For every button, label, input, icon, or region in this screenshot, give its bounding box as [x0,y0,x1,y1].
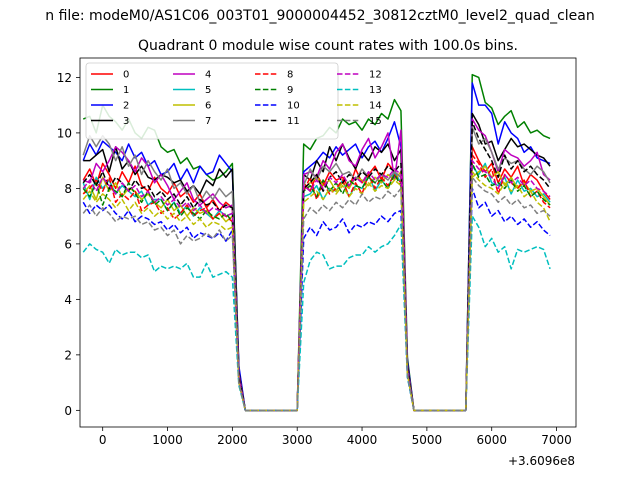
legend-label-11: 11 [287,116,300,127]
legend-label-0: 0 [123,70,129,81]
series-line-9 [82,162,551,412]
x-tick-label: 2000 [217,433,248,447]
x-tick-label: 4000 [347,433,378,447]
series-line-15 [82,176,551,412]
y-tick-label: 6 [64,237,72,251]
series-line-3 [83,112,551,412]
x-tick-label: 0 [99,433,107,447]
axes-frame [79,57,577,428]
legend-label-5: 5 [205,85,211,96]
legend-label-12: 12 [369,70,382,81]
legend-label-3: 3 [123,116,129,127]
legend-label-2: 2 [123,101,129,112]
y-tick-label: 2 [64,348,72,362]
legend-label-7: 7 [205,116,211,127]
legend-label-13: 13 [369,85,382,96]
legend-label-8: 8 [287,70,293,81]
x-tick-label: 3000 [282,433,313,447]
series-line-10 [82,187,551,412]
x-offset-label: +3.6096e8 [508,454,575,468]
x-tick-label: 5000 [412,433,443,447]
series-line-11 [82,121,551,412]
y-tick-label: 0 [64,404,72,418]
legend-label-14: 14 [369,101,382,112]
x-tick-label: 1000 [152,433,183,447]
series-line-14 [82,171,551,412]
y-tick-label: 4 [64,293,72,307]
legend-label-10: 10 [287,101,300,112]
y-tick-label: 8 [64,182,72,196]
chart-suptitle: n file: modeM0/AS1C06_003T01_9000004452_… [45,8,594,24]
legend-label-15: 15 [369,116,382,127]
series-line-12 [82,159,551,412]
series-line-13 [82,215,551,412]
y-tick-label: 10 [57,126,72,140]
legend-label-9: 9 [287,85,293,96]
chart-title: Quadrant 0 module wise count rates with … [138,38,518,54]
y-tick-label: 12 [57,71,72,85]
x-tick-label: 7000 [541,433,572,447]
legend-label-4: 4 [205,70,211,81]
legend-label-6: 6 [205,101,211,112]
legend-label-1: 1 [123,85,129,96]
plot-area [82,73,551,412]
x-tick-label: 6000 [476,433,507,447]
